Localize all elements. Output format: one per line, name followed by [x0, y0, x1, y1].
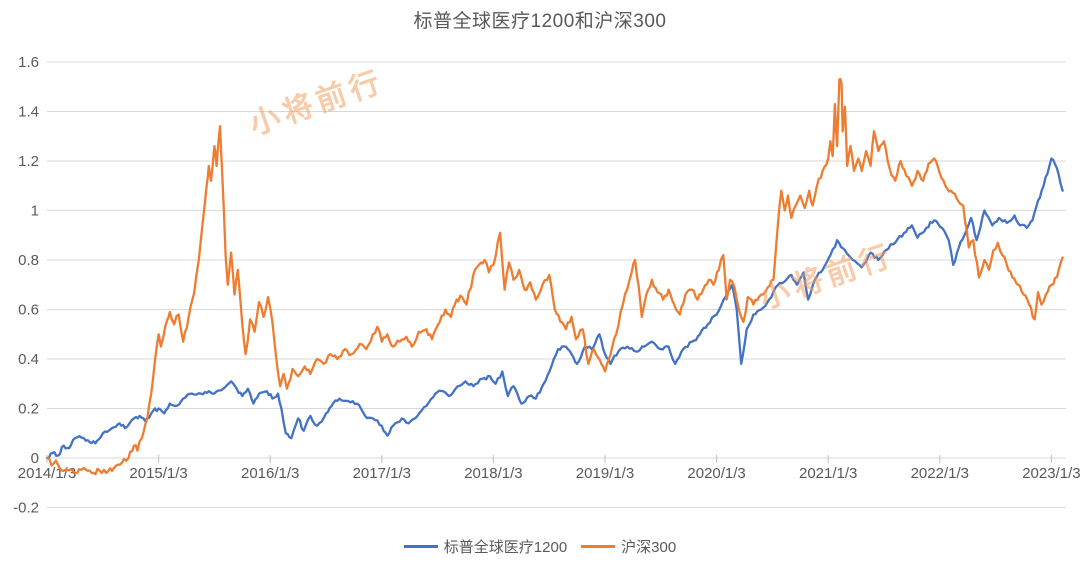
legend-label: 标普全球医疗1200: [443, 539, 568, 556]
x-axis-tick-label: 2020/1/3: [687, 465, 745, 482]
x-axis-tick-label: 2015/1/3: [129, 465, 187, 482]
legend-swatch-blue: [403, 545, 438, 548]
legend-swatch-orange: [581, 545, 616, 548]
y-axis-tick-label: 0.6: [18, 302, 39, 319]
y-axis-tick-label: 0.8: [18, 252, 39, 269]
y-axis-tick-label: 1.4: [18, 104, 39, 121]
y-axis-tick-label: -0.2: [13, 500, 39, 517]
x-axis-tick-label: 2014/1/3: [18, 465, 76, 482]
y-axis-tick-label: 0.4: [18, 351, 39, 368]
y-axis-tick-label: 0: [31, 450, 39, 467]
y-axis-tick-label: 0.2: [18, 401, 39, 418]
legend-item-csi300: 沪深300: [581, 536, 676, 557]
y-axis-tick-label: 1.2: [18, 153, 39, 170]
y-axis-tick-label: 1.6: [18, 54, 39, 71]
series-line-sp-healthcare: [45, 157, 1064, 460]
series-line-csi300: [45, 77, 1064, 476]
legend-item-sp-healthcare: 标普全球医疗1200: [403, 536, 568, 557]
x-axis-tick-label: 2021/1/3: [799, 465, 857, 482]
x-axis-tick-label: 2017/1/3: [353, 465, 411, 482]
x-axis-tick-label: 2018/1/3: [464, 465, 522, 482]
chart-legend: 标普全球医疗1200 沪深300: [0, 536, 1080, 557]
x-axis-tick-label: 2022/1/3: [911, 465, 969, 482]
x-axis-tick-label: 2019/1/3: [576, 465, 634, 482]
chart-title: 标普全球医疗1200和沪深300: [413, 11, 667, 32]
x-axis-tick-label: 2023/1/3: [1022, 465, 1080, 482]
y-axis-tick-label: 1: [31, 203, 39, 220]
x-axis-tick-label: 2016/1/3: [241, 465, 299, 482]
legend-label: 沪深300: [621, 539, 677, 556]
